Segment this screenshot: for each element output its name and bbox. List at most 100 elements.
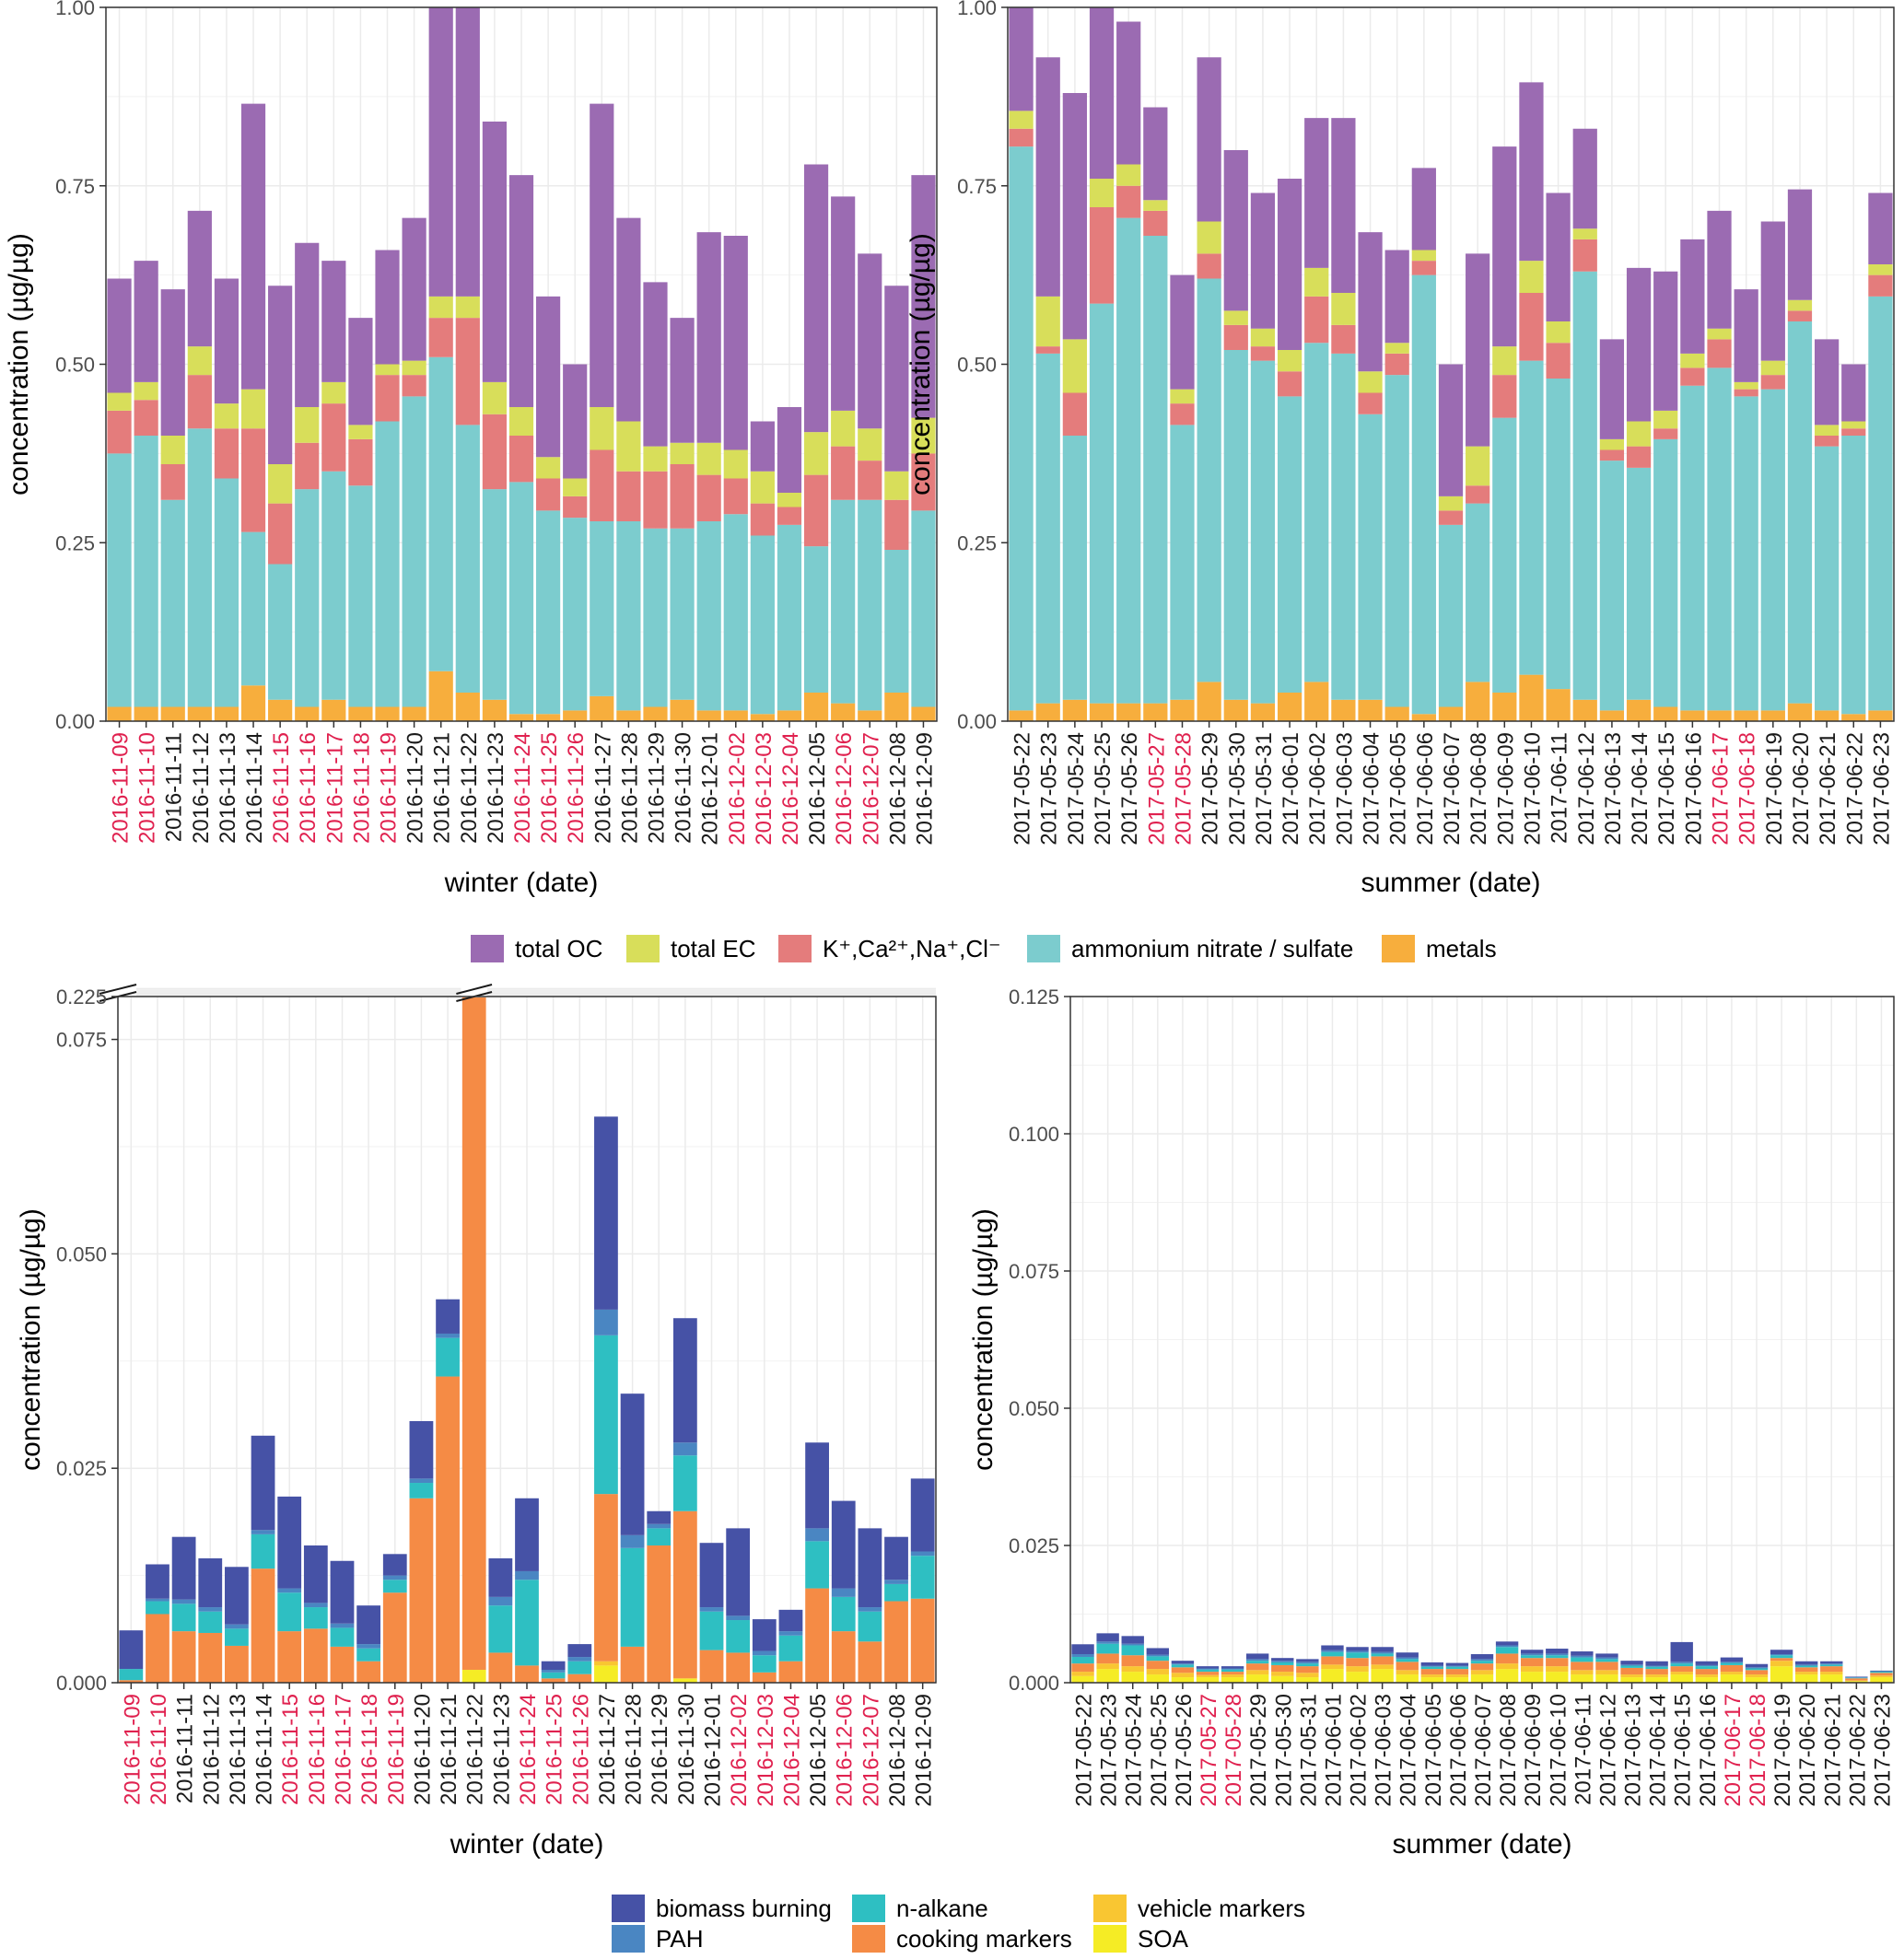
legend-key-ions (778, 935, 812, 962)
bar-total_oc (1572, 128, 1597, 229)
bar-total_oc (1626, 267, 1652, 422)
y-tick-label: 0.75 (55, 175, 95, 198)
x-tick-label: 2017-05-28 (1171, 732, 1196, 845)
bar-pah (726, 1615, 751, 1621)
bar-total_ec (1599, 438, 1625, 450)
bar-total_oc (563, 364, 588, 479)
x-tick-label: 2017-05-29 (1246, 1694, 1271, 1807)
bar-soa (1595, 1674, 1618, 1683)
x-tick-label: 2017-05-25 (1147, 1694, 1172, 1807)
bar-pah (171, 1599, 196, 1604)
bar-soa (1495, 1669, 1519, 1683)
bar-soa (1520, 1672, 1544, 1683)
bar-total_ec (1411, 250, 1436, 262)
bar-total_ec (1760, 360, 1785, 376)
bar-cooking (805, 1588, 829, 1683)
bar-biomass (1071, 1644, 1094, 1655)
bar-pah (778, 1631, 803, 1636)
bar-cooking (146, 1614, 169, 1683)
bar-ions (858, 461, 882, 500)
bar-total_oc (1277, 179, 1302, 350)
bar-cooking (1695, 1669, 1719, 1675)
bar-cooking (1396, 1662, 1419, 1671)
x-tick-label: 2017-06-13 (1621, 1694, 1646, 1807)
bar-nalkane (330, 1627, 355, 1647)
bar-total_ec (777, 493, 802, 507)
bar-total_oc (1035, 57, 1060, 297)
bar-soa (1470, 1674, 1494, 1683)
bar-pah (1096, 1641, 1119, 1644)
bar-nalkane (1470, 1661, 1494, 1664)
x-tick-label: 2017-06-06 (1446, 1694, 1471, 1807)
legend-key-total_ec (626, 935, 660, 962)
bar-ammonium (911, 510, 936, 707)
bar-metals (1197, 682, 1221, 721)
bar-ions (428, 318, 453, 357)
bar-soa (1271, 1675, 1294, 1683)
x-tick-label: 2017-06-19 (1770, 1694, 1795, 1807)
bar-soa (1321, 1669, 1344, 1683)
bar-vehicle (1420, 1674, 1444, 1678)
bar-metals (375, 706, 400, 721)
bar-metals (348, 706, 373, 721)
bar-nalkane (1096, 1643, 1119, 1654)
bar-total_ec (1546, 321, 1571, 344)
bar-pah (409, 1478, 434, 1484)
bar-cooking (382, 1592, 407, 1683)
bar-total_oc (1653, 271, 1678, 411)
bar-cooking (1571, 1662, 1594, 1671)
bar-total_oc (1438, 364, 1464, 496)
legend-label-cooking: cooking markers (896, 1925, 1072, 1953)
x-tick-label: 2016-12-03 (752, 732, 777, 845)
bar-biomass (1820, 1661, 1843, 1664)
axis-break-mark (99, 984, 137, 995)
legend-label-soa: SOA (1138, 1925, 1189, 1953)
bar-biomass (146, 1564, 169, 1599)
bar-ions (1760, 375, 1785, 390)
bar-biomass (699, 1543, 724, 1608)
bar-total_ec (1841, 421, 1866, 429)
x-tick-label: 2016-12-06 (833, 1694, 858, 1807)
bar-total_ec (1358, 371, 1383, 393)
bar-total_oc (1466, 253, 1490, 447)
x-tick-label: 2017-06-23 (1869, 732, 1894, 845)
bar-ions (1680, 367, 1705, 386)
bar-biomass (1371, 1647, 1394, 1652)
bar-ammonium (134, 436, 158, 707)
bar-soa (1571, 1674, 1594, 1683)
bar-nalkane (699, 1611, 724, 1650)
legend-label-vehicle: vehicle markers (1138, 1895, 1305, 1922)
bar-ammonium (777, 524, 802, 711)
bar-pah (1770, 1654, 1793, 1656)
bar-nalkane (541, 1672, 566, 1679)
bar-ammonium (1304, 343, 1329, 682)
bar-nalkane (831, 1596, 856, 1632)
bar-ammonium (1197, 278, 1221, 682)
bar-total_oc (1089, 7, 1115, 179)
bar-nalkane (146, 1601, 169, 1615)
bar-total_ec (1223, 310, 1248, 325)
bar-vehicle (1146, 1669, 1170, 1675)
bar-nalkane (1146, 1656, 1170, 1662)
bar-total_ec (1197, 221, 1221, 254)
bar-metals (1680, 710, 1705, 721)
bar-total_ec (1466, 446, 1490, 486)
x-tick-label: 2016-11-30 (674, 1694, 699, 1805)
bar-ions (1009, 128, 1034, 147)
legend-label-total_oc: total OC (515, 935, 602, 962)
bar-nalkane (409, 1483, 434, 1498)
x-tick-label: 2016-11-13 (226, 1694, 251, 1805)
bar-vehicle (1845, 1680, 1868, 1682)
bar-nalkane (726, 1620, 751, 1653)
bar-ammonium (1009, 146, 1034, 711)
bar-ammonium (240, 531, 266, 686)
bar-nalkane (1670, 1663, 1693, 1667)
bar-biomass (1346, 1647, 1369, 1651)
bar-total_ec (563, 478, 588, 496)
bar-total_oc (1411, 168, 1436, 251)
bar-cooking (1271, 1664, 1294, 1673)
bar-vehicle (1794, 1672, 1818, 1675)
x-tick-label: 2017-06-07 (1440, 732, 1465, 845)
bar-biomass (1620, 1661, 1643, 1665)
bar-biomass (1196, 1666, 1220, 1669)
